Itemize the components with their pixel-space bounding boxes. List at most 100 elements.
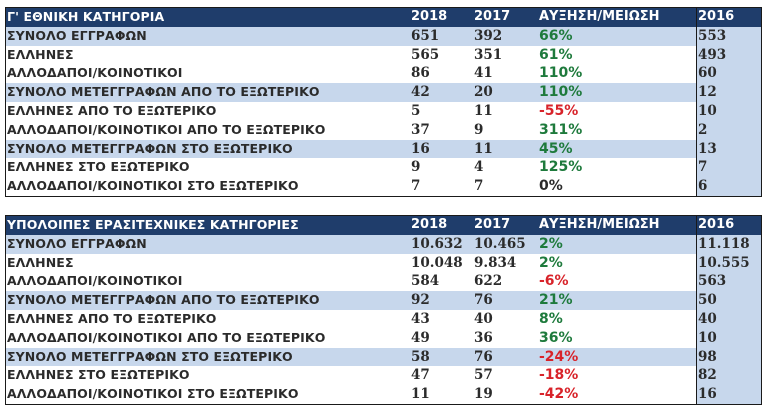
value-2017: 9 bbox=[474, 121, 484, 138]
table-row: ΑΛΛΟΔΑΠΟΙ/ΚΟΙΝΟΤΙΚΟΙ ΑΠΟ ΤΟ ΕΞΩΤΕΡΙΚΟ 49 3… bbox=[6, 328, 761, 348]
row-label: ΣΥΝΟΛΟ ΜΕΤΕΓΓΡΑΦΩΝ ΣΤΟ ΕΞΩΤΕΡΙΚΟ bbox=[7, 140, 293, 156]
value-2016: 98 bbox=[696, 347, 761, 367]
change-percent: -6% bbox=[539, 273, 569, 290]
row-label: ΑΛΛΟΔΑΠΟΙ/ΚΟΙΝΟΤΙΚΟΙ ΑΠΟ ΤΟ ΕΞΩΤΕΡΙΚΟ bbox=[7, 121, 326, 137]
value-2017: 76 bbox=[474, 292, 493, 309]
row-label: ΕΛΛΗΝΕΣ ΑΠΟ ΤΟ ΕΞΩΤΕΡΙΚΟ bbox=[7, 310, 217, 326]
header-2017: 2017 bbox=[474, 9, 511, 24]
table-row: ΕΛΛΗΝΕΣ 565 351 61% 493 bbox=[6, 45, 761, 65]
row-label: ΕΛΛΗΝΕΣ ΣΤΟ ΕΞΩΤΕΡΙΚΟ bbox=[7, 159, 190, 175]
value-2017: 41 bbox=[474, 65, 493, 82]
value-2016: 40 bbox=[696, 309, 761, 329]
row-label: ΕΛΛΗΝΕΣ bbox=[7, 254, 74, 270]
value-2018: 49 bbox=[411, 329, 430, 346]
change-percent: 45% bbox=[539, 140, 573, 157]
value-2018: 10.632 bbox=[411, 235, 463, 252]
value-2018: 16 bbox=[411, 140, 430, 157]
value-2016: 553 bbox=[696, 26, 761, 46]
value-2018: 43 bbox=[411, 310, 430, 327]
value-2018: 47 bbox=[411, 367, 430, 384]
value-2016: 493 bbox=[696, 45, 761, 65]
value-2016: 13 bbox=[696, 139, 761, 159]
row-label: ΣΥΝΟΛΟ ΜΕΤΕΓΓΡΑΦΩΝ ΣΤΟ ΕΞΩΤΕΡΙΚΟ bbox=[7, 348, 293, 364]
table-row: ΣΥΝΟΛΟ ΕΓΓΡΑΦΩΝ 10.632 10.465 2% 11.118 bbox=[6, 234, 761, 254]
value-2017: 11 bbox=[474, 102, 493, 119]
value-2017: 4 bbox=[474, 159, 484, 176]
value-2016: 6 bbox=[696, 177, 761, 196]
table-row: ΑΛΛΟΔΑΠΟΙ/ΚΟΙΝΟΤΙΚΟΙ ΣΤΟ ΕΞΩΤΕΡΙΚΟ 11 19 -4… bbox=[6, 385, 761, 404]
change-percent: 311% bbox=[539, 121, 583, 138]
change-percent: 36% bbox=[539, 329, 573, 346]
header-2017: 2017 bbox=[474, 217, 511, 232]
header-2016: 2016 bbox=[696, 216, 761, 235]
change-percent: 110% bbox=[539, 65, 583, 82]
row-label: ΑΛΛΟΔΑΠΟΙ/ΚΟΙΝΟΤΙΚΟΙ ΑΠΟ ΤΟ ΕΞΩΤΕΡΙΚΟ bbox=[7, 329, 326, 345]
value-2017: 7 bbox=[474, 178, 484, 195]
value-2018: 584 bbox=[411, 273, 440, 290]
value-2016: 7 bbox=[696, 158, 761, 178]
value-2017: 11 bbox=[474, 140, 493, 157]
row-label: ΣΥΝΟΛΟ ΕΓΓΡΑΦΩΝ bbox=[7, 27, 147, 43]
value-2018: 651 bbox=[411, 27, 440, 44]
table-title: ΥΠΟΛΟΙΠΕΣ ΕΡΑΣΙΤΕΧΝΙΚΕΣ ΚΑΤΗΓΟΡΙΕΣ bbox=[7, 217, 299, 232]
change-percent: 125% bbox=[539, 159, 583, 176]
table-row: ΣΥΝΟΛΟ ΜΕΤΕΓΓΡΑΦΩΝ ΣΤΟ ΕΞΩΤΕΡΙΚΟ 16 11 45% 1… bbox=[6, 139, 761, 159]
value-2017: 351 bbox=[474, 46, 503, 63]
table-row: ΑΛΛΟΔΑΠΟΙ/ΚΟΙΝΟΤΙΚΟΙ ΣΤΟ ΕΞΩΤΕΡΙΚΟ 7 7 0% 6 bbox=[6, 177, 761, 196]
header-2018: 2018 bbox=[411, 217, 448, 232]
table-header-row: ΥΠΟΛΟΙΠΕΣ ΕΡΑΣΙΤΕΧΝΙΚΕΣ ΚΑΤΗΓΟΡΙΕΣ 2018 20… bbox=[6, 216, 761, 235]
table-row: ΣΥΝΟΛΟ ΜΕΤΕΓΓΡΑΦΩΝ ΣΤΟ ΕΞΩΤΕΡΙΚΟ 58 76 -24%… bbox=[6, 347, 761, 367]
header-change: ΑΥΞΗΣΗ/ΜΕΙΩΣΗ bbox=[539, 9, 660, 24]
table-row: ΕΛΛΗΝΕΣ ΣΤΟ ΕΞΩΤΕΡΙΚΟ 47 57 -18% 82 bbox=[6, 366, 761, 386]
value-2017: 622 bbox=[474, 273, 503, 290]
value-2016: 12 bbox=[696, 83, 761, 102]
value-2018: 58 bbox=[411, 348, 430, 365]
value-2016: 10 bbox=[696, 328, 761, 348]
value-2016: 2 bbox=[696, 120, 761, 140]
change-percent: -24% bbox=[539, 348, 579, 365]
value-2018: 42 bbox=[411, 84, 430, 101]
row-label: ΑΛΛΟΔΑΠΟΙ/ΚΟΙΝΟΤΙΚΟΙ ΣΤΟ ΕΞΩΤΕΡΙΚΟ bbox=[7, 386, 299, 402]
value-2017: 19 bbox=[474, 386, 493, 403]
change-percent: 110% bbox=[539, 84, 583, 101]
value-2017: 10.465 bbox=[474, 235, 526, 252]
value-2016: 10 bbox=[696, 101, 761, 121]
row-label: ΕΛΛΗΝΕΣ ΑΠΟ ΤΟ ΕΞΩΤΕΡΙΚΟ bbox=[7, 102, 217, 118]
table-row: ΕΛΛΗΝΕΣ ΑΠΟ ΤΟ ΕΞΩΤΕΡΙΚΟ 43 40 8% 40 bbox=[6, 309, 761, 329]
value-2017: 76 bbox=[474, 348, 493, 365]
header-2018: 2018 bbox=[411, 9, 448, 24]
change-percent: 61% bbox=[539, 46, 573, 63]
value-2016: 11.118 bbox=[696, 234, 761, 254]
table-row: ΕΛΛΗΝΕΣ 10.048 9.834 2% 10.555 bbox=[6, 253, 761, 273]
value-2016: 563 bbox=[696, 272, 761, 292]
table-row: ΑΛΛΟΔΑΠΟΙ/ΚΟΙΝΟΤΙΚΟΙ 584 622 -6% 563 bbox=[6, 272, 761, 292]
value-2016: 50 bbox=[696, 291, 761, 310]
header-change: ΑΥΞΗΣΗ/ΜΕΙΩΣΗ bbox=[539, 217, 660, 232]
table-other-amateur-categories: ΥΠΟΛΟΙΠΕΣ ΕΡΑΣΙΤΕΧΝΙΚΕΣ ΚΑΤΗΓΟΡΙΕΣ 2018 20… bbox=[5, 215, 762, 405]
row-label: ΣΥΝΟΛΟ ΕΓΓΡΑΦΩΝ bbox=[7, 235, 147, 251]
change-percent: 2% bbox=[539, 235, 563, 252]
value-2018: 86 bbox=[411, 65, 430, 82]
value-2017: 9.834 bbox=[474, 254, 517, 271]
value-2016: 60 bbox=[696, 64, 761, 84]
value-2017: 36 bbox=[474, 329, 493, 346]
change-percent: -42% bbox=[539, 386, 579, 403]
value-2018: 7 bbox=[411, 178, 421, 195]
row-label: ΣΥΝΟΛΟ ΜΕΤΕΓΓΡΑΦΩΝ ΑΠΟ ΤΟ ΕΞΩΤΕΡΙΚΟ bbox=[7, 292, 320, 308]
value-2018: 565 bbox=[411, 46, 440, 63]
value-2016: 16 bbox=[696, 385, 761, 404]
value-2018: 5 bbox=[411, 102, 421, 119]
table-national-c-category: Γ' ΕΘΝΙΚΗ ΚΑΤΗΓΟΡΙΑ 2018 2017 ΑΥΞΗΣΗ/ΜΕΙΩΣΗ… bbox=[5, 7, 762, 197]
header-2016: 2016 bbox=[696, 8, 761, 27]
value-2017: 20 bbox=[474, 84, 493, 101]
row-label: ΑΛΛΟΔΑΠΟΙ/ΚΟΙΝΟΤΙΚΟΙ ΣΤΟ ΕΞΩΤΕΡΙΚΟ bbox=[7, 178, 299, 194]
change-percent: 66% bbox=[539, 27, 573, 44]
value-2017: 57 bbox=[474, 367, 493, 384]
table-row: ΣΥΝΟΛΟ ΜΕΤΕΓΓΡΑΦΩΝ ΑΠΟ ΤΟ ΕΞΩΤΕΡΙΚΟ 92 76 2… bbox=[6, 291, 761, 310]
value-2018: 10.048 bbox=[411, 254, 463, 271]
change-percent: -55% bbox=[539, 102, 579, 119]
row-label: ΑΛΛΟΔΑΠΟΙ/ΚΟΙΝΟΤΙΚΟΙ bbox=[7, 65, 183, 81]
value-2017: 392 bbox=[474, 27, 503, 44]
table-row: ΕΛΛΗΝΕΣ ΑΠΟ ΤΟ ΕΞΩΤΕΡΙΚΟ 5 11 -55% 10 bbox=[6, 101, 761, 121]
change-percent: 2% bbox=[539, 254, 563, 271]
